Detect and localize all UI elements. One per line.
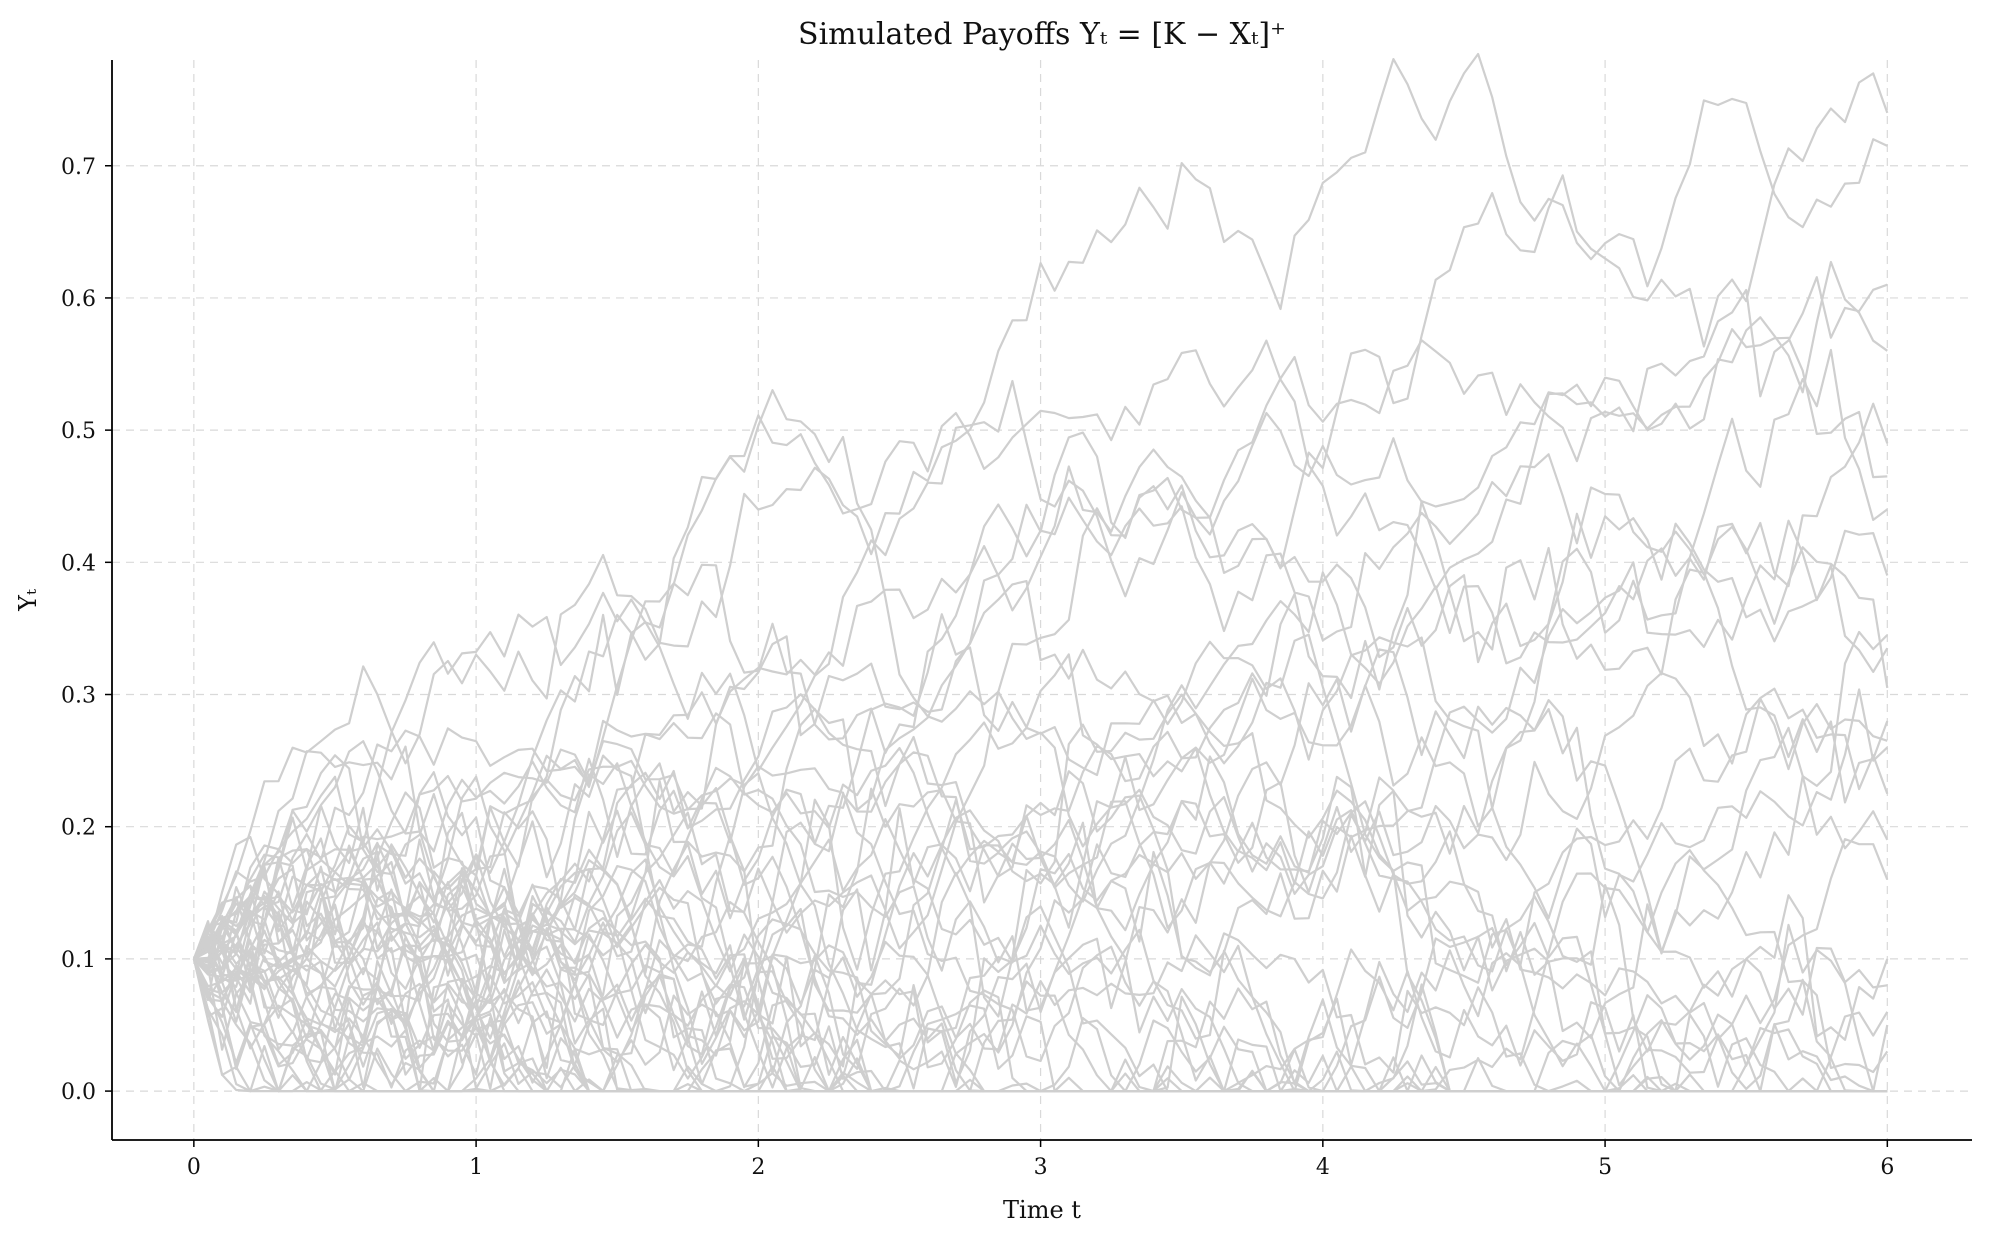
x-tick-label-5: 5 [1598, 1155, 1612, 1180]
x-tick-label-6: 6 [1880, 1155, 1894, 1180]
payoff-path-15 [193, 648, 1889, 1089]
y-tick-label-5: 0.5 [61, 419, 96, 444]
simulated-paths [192, 52, 1889, 1093]
x-tick-label-1: 1 [469, 1155, 483, 1180]
payoff-path-14 [192, 671, 1889, 1012]
axes [111, 60, 1972, 1141]
payoff-path-1 [192, 52, 1888, 960]
x-tick-label-3: 3 [1034, 1155, 1048, 1180]
payoff-path-49 [193, 613, 1888, 1093]
y-tick-label-3: 0.3 [61, 684, 96, 709]
payoff-path-0 [193, 72, 1889, 961]
payoff-path-48 [193, 853, 1888, 1093]
x-tick-label-2: 2 [751, 1155, 765, 1180]
y-tick-label-4: 0.4 [61, 551, 96, 576]
y-axis-label: Yₜ [14, 589, 42, 612]
x-axis-label: Time t [1003, 1196, 1081, 1224]
payoff-path-2 [193, 276, 1888, 960]
y-tick-label-7: 0.7 [61, 155, 96, 180]
x-tick-label-4: 4 [1316, 1155, 1330, 1180]
y-tick-label-1: 0.1 [61, 948, 96, 973]
payoff-path-17 [192, 707, 1889, 1041]
y-tick-label-0: 0.0 [61, 1080, 96, 1105]
y-tick-label-6: 0.6 [61, 287, 96, 312]
y-tick-label-2: 0.2 [61, 816, 96, 841]
x-tick-label-0: 0 [187, 1155, 201, 1180]
grid-layer [112, 60, 1972, 1140]
payoff-path-42 [192, 807, 1888, 1093]
chart-title: Simulated Payoffs Yₜ = [K − Xₜ]⁺ [798, 17, 1286, 52]
ticks: 0 1 2 3 4 5 6 0.0 0.1 0.2 0.3 0.4 0.5 0.6 0.7 [61, 155, 1894, 1180]
